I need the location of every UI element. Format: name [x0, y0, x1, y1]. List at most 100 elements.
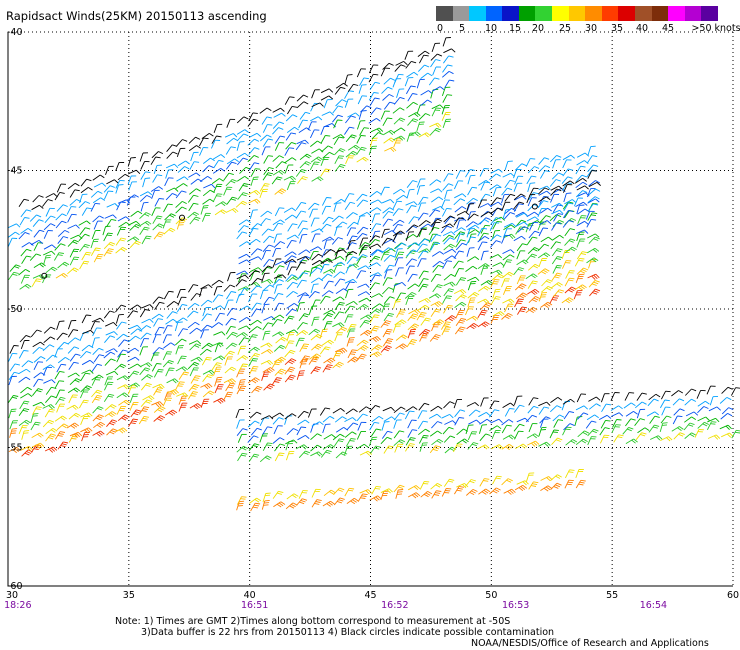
wind-barb-shaft [311, 299, 316, 309]
wind-barb-flag [122, 349, 128, 352]
wind-barb-shaft [601, 403, 607, 413]
wind-barb-flag [554, 276, 560, 279]
wind-barb-flag [96, 432, 101, 437]
wind-barb-shaft [247, 138, 255, 146]
wind-barb-flag [556, 482, 562, 486]
wind-barb-flag [437, 218, 443, 222]
wind-barb-flag [302, 322, 308, 325]
wind-barb-shaft [539, 419, 544, 428]
wind-barb-flag [519, 267, 525, 270]
wind-barb-flag [533, 204, 539, 207]
wind-barb-shaft [635, 432, 642, 441]
wind-barb-shaft [127, 194, 135, 201]
wind-barb-flag [195, 136, 201, 140]
wind-barb-shaft [611, 424, 617, 433]
wind-barb-shaft [356, 147, 362, 155]
wind-barb-flag [470, 169, 476, 171]
wind-barb-flag [143, 415, 149, 418]
wind-barb-flag [432, 337, 438, 340]
wind-barb-flag [400, 439, 406, 443]
wind-barb-flag [482, 241, 488, 243]
wind-barb-shaft [719, 424, 729, 430]
wind-barb-flag [704, 421, 709, 425]
wind-barb-flag [497, 201, 503, 206]
wind-barb-flag [343, 82, 348, 87]
wind-barb-flag [302, 345, 309, 348]
wind-barb-shaft [247, 346, 256, 353]
wind-barb-flag [544, 442, 549, 447]
wind-barb-shaft [574, 416, 578, 426]
wind-barb-flag [173, 301, 179, 305]
wind-barb-flag [447, 64, 453, 67]
wind-barb-shaft [490, 168, 499, 174]
wind-barb-flag [301, 445, 307, 450]
wind-barb-flag [331, 309, 336, 314]
wind-barb-shaft [272, 248, 277, 258]
wind-barb-shaft [201, 342, 210, 350]
wind-barb-flag [62, 332, 68, 336]
wind-barb-flag [533, 405, 539, 409]
wind-barb-flag [413, 118, 419, 121]
wind-barb-flag [327, 341, 333, 345]
wind-barb-shaft [81, 207, 88, 216]
wind-barb-shaft [516, 275, 522, 285]
wind-barb-shaft [396, 89, 400, 98]
wind-barb-flag [74, 189, 80, 192]
wind-barb-shaft [502, 298, 511, 304]
wind-barb-flag [300, 499, 306, 503]
wind-barb-flag [159, 301, 165, 304]
wind-barb-shaft [177, 166, 185, 173]
wind-barb-shaft [321, 111, 331, 116]
wind-barb-flag [556, 272, 563, 275]
wind-barb-flag [422, 420, 428, 423]
wind-barb-shaft [21, 430, 25, 440]
wind-barb-shaft [333, 311, 340, 320]
wind-barb-shaft [405, 443, 411, 452]
wind-barb-shaft [492, 187, 497, 197]
wind-barb-flag [557, 256, 563, 259]
wind-barb-flag [584, 152, 590, 157]
wind-barb-flag [181, 206, 187, 210]
wind-barb-flag [482, 309, 488, 312]
wind-barb-shaft [9, 264, 17, 272]
wind-barb-shaft [67, 320, 72, 330]
wind-barb-shaft [565, 270, 571, 279]
wind-barb-flag [169, 214, 175, 218]
wind-barb-shaft [513, 203, 520, 212]
wind-barb-flag [100, 421, 106, 426]
wind-barb-shaft [45, 395, 52, 403]
wind-barb-shaft [236, 157, 244, 166]
wind-barb-flag [197, 403, 202, 407]
wind-barb-shaft [575, 438, 584, 446]
wind-barb-shaft [418, 220, 427, 227]
wind-barb-flag [317, 334, 323, 338]
wind-barb-shaft [477, 321, 486, 328]
wind-barb-flag [266, 279, 272, 285]
wind-barb-flag [75, 432, 81, 438]
wind-barb-flag [390, 254, 396, 258]
wind-barb-shaft [286, 428, 294, 436]
wind-barb-shaft [538, 165, 546, 173]
wind-barb-flag [496, 445, 502, 450]
wind-barb-flag [24, 408, 30, 411]
wind-barb-flag [592, 155, 598, 158]
wind-barb-shaft [115, 314, 120, 324]
wind-barb-flag [446, 207, 452, 210]
wind-barb-flag [242, 363, 248, 365]
wind-barb-shaft [310, 334, 319, 341]
wind-barb-flag [216, 135, 222, 138]
wind-barb-shaft [442, 260, 448, 269]
wind-barb-flag [314, 290, 320, 294]
wind-barb-flag [567, 481, 573, 484]
wind-barb-flag [557, 419, 564, 421]
wind-barb-flag [373, 73, 379, 76]
wind-barb-flag [278, 346, 284, 350]
wind-barb-flag [84, 243, 90, 247]
wind-barb-flag [556, 283, 562, 287]
wind-barb-flag [257, 267, 263, 272]
wind-barb-flag [119, 365, 125, 369]
wind-barb-flag [107, 232, 113, 235]
wind-barb-shaft [274, 452, 280, 462]
wind-barb-shaft [430, 53, 438, 61]
wind-barb-shaft [383, 137, 392, 144]
